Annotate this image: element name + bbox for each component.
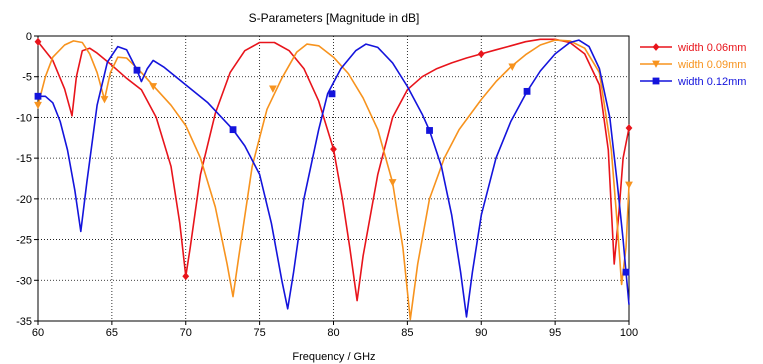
data-point [622,268,630,276]
series-0 [34,37,633,302]
data-point [508,63,517,71]
x-axis-ticks: 60 65 70 75 80 85 90 95 100 [32,321,638,339]
y-tick-label: 0 [26,31,32,43]
legend: width 0.06mm width 0.09mm width 0.12mm [640,42,746,88]
legend-label: width 0.09mm [677,59,746,71]
legend-marker [652,77,660,85]
data-point [625,181,633,189]
data-point [523,87,531,95]
series-1 [34,39,633,321]
data-point [34,101,42,110]
series-2 [34,39,630,318]
data-point [34,37,42,46]
y-tick-label: -15 [16,153,32,165]
y-tick-label: -30 [16,275,32,287]
data-point [34,92,42,100]
x-tick-label: 75 [254,327,266,339]
chart-title: S-Parameters [Magnitude in dB] [249,11,420,25]
x-tick-label: 85 [401,327,413,339]
x-tick-label: 95 [549,327,561,339]
x-tick-label: 65 [106,327,118,339]
legend-marker [652,43,660,51]
legend-marker [652,60,660,68]
grid [38,36,629,321]
data-point [133,66,141,74]
y-tick-label: -5 [22,72,32,84]
data-point [477,50,485,58]
y-tick-label: -20 [16,194,32,206]
data-point [100,96,109,104]
x-tick-label: 100 [620,327,638,339]
data-point [330,145,337,154]
y-axis-ticks: 0 -5 -10 -15 -20 -25 -30 -35 [16,31,38,328]
x-tick-label: 70 [180,327,192,339]
data-point [269,85,277,93]
series-line [38,39,630,318]
data-point [388,179,397,187]
series-layer [34,37,633,321]
data-point [426,127,433,134]
series-line [37,39,630,321]
y-tick-label: -25 [16,235,32,247]
data-point [182,272,190,281]
data-point [229,126,237,134]
legend-label: width 0.06mm [677,42,746,54]
data-point [328,90,336,98]
data-point [625,124,633,132]
x-tick-label: 90 [475,327,487,339]
y-tick-label: -10 [16,112,32,124]
x-tick-label: 60 [32,327,44,339]
data-point [149,83,158,91]
x-axis-label: Frequency / GHz [292,351,375,363]
legend-label: width 0.12mm [677,76,746,88]
y-tick-label: -35 [16,316,32,328]
x-tick-label: 80 [327,327,339,339]
